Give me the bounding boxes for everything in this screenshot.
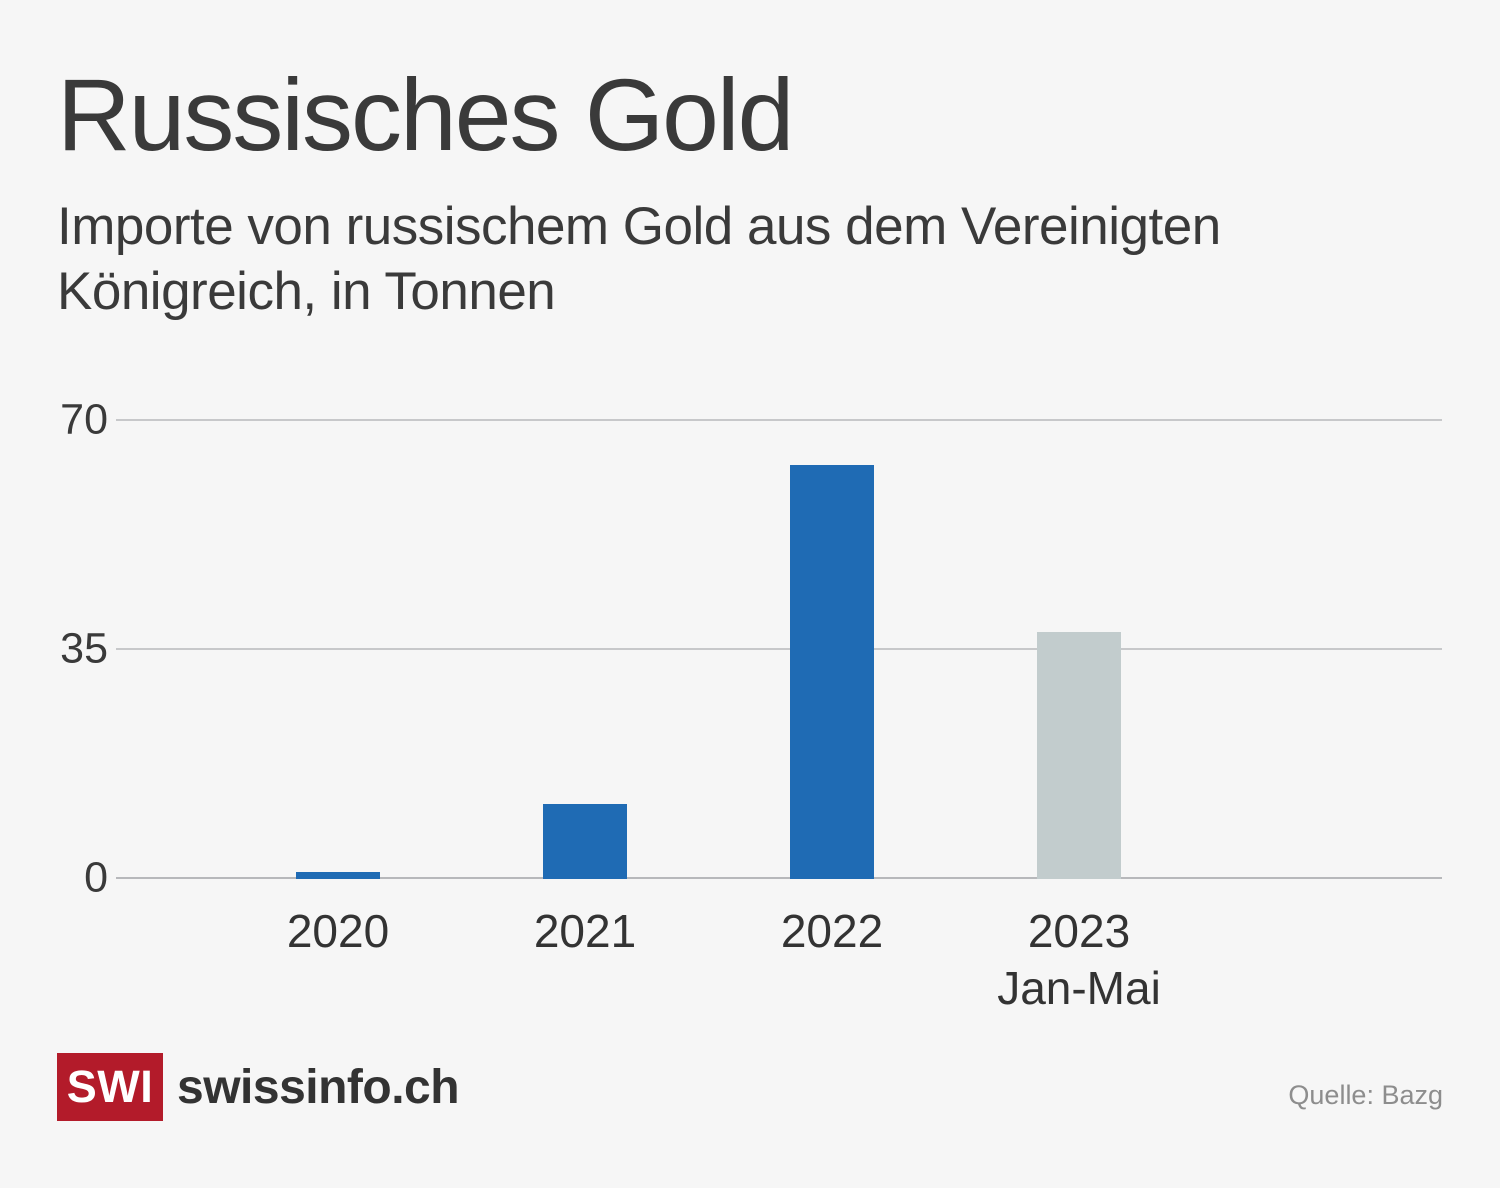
y-tick-label-35: 35 — [60, 624, 108, 673]
bar-2020 — [296, 872, 380, 879]
y-tick-label-70: 70 — [60, 395, 108, 444]
chart-subtitle: Importe von russischem Gold aus dem Vere… — [57, 197, 1221, 322]
bar-2022 — [790, 465, 874, 879]
bar-2023 — [1037, 632, 1121, 879]
plot-area — [116, 419, 1442, 879]
bar-2021 — [543, 804, 627, 879]
x-tick-label-2021: 2021 — [533, 905, 637, 957]
gridline-70 — [116, 419, 1442, 421]
source-label: Quelle: Bazg — [1288, 1080, 1443, 1110]
gridline-35 — [116, 648, 1442, 650]
chart-title: Russisches Gold — [57, 58, 794, 172]
y-tick-label-0: 0 — [84, 853, 108, 902]
x-tick-label-2020: 2020 — [286, 905, 390, 957]
x-tick-label-2023: 2023 Jan-Mai — [997, 905, 1161, 1015]
brand-name: swissinfo.ch — [177, 1060, 460, 1114]
gridline-0 — [116, 877, 1442, 879]
x-tick-label-2022: 2022 — [780, 905, 884, 957]
swi-logo: SWI — [57, 1053, 163, 1121]
swi-logo-text: SWI — [66, 1061, 154, 1112]
